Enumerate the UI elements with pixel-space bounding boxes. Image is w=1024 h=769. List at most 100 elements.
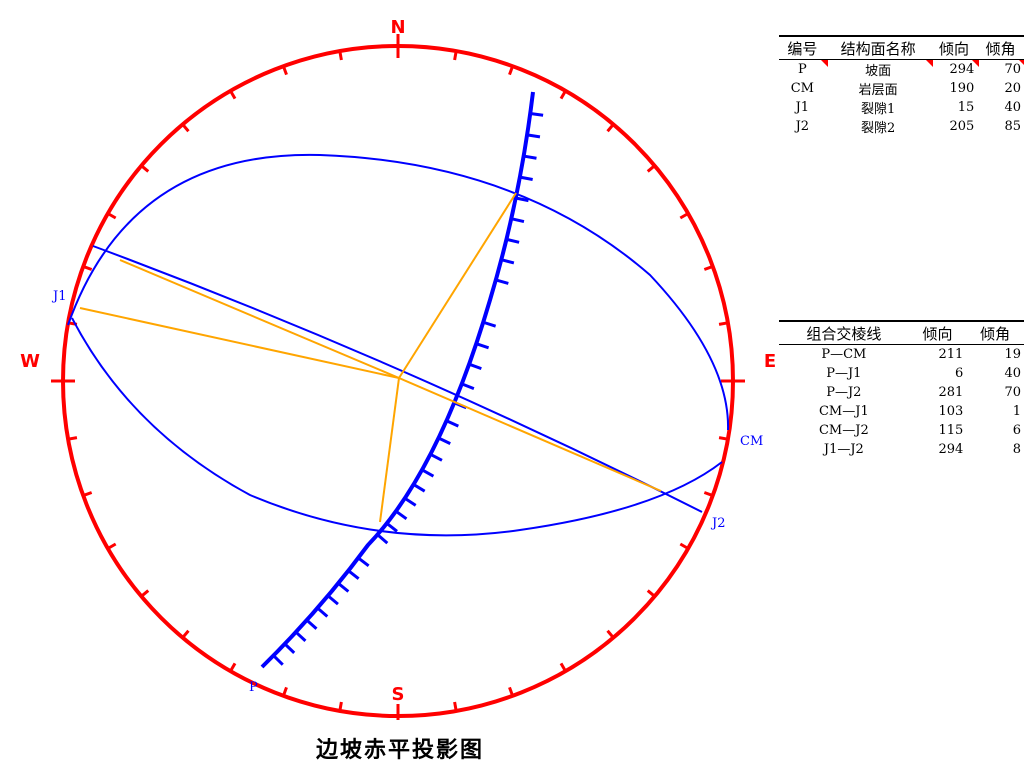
hatch-mark <box>404 496 417 507</box>
combo-trend: 294 <box>938 442 964 457</box>
label-p: P <box>249 680 258 695</box>
combo-plunge: 40 <box>1004 366 1021 381</box>
hatch-mark <box>468 362 482 371</box>
plane-dip: 85 <box>1004 119 1021 134</box>
intersections-table-header: 组合交棱线 倾向 倾角 <box>779 320 1024 345</box>
hatch-mark <box>305 619 318 630</box>
net-tick <box>82 265 93 271</box>
combo-name: P—J2 <box>826 385 862 400</box>
plane-id: J2 <box>795 119 810 134</box>
combo-plunge: 70 <box>1004 385 1021 400</box>
combo-trend: 211 <box>938 347 964 362</box>
hatch-mark <box>445 419 459 428</box>
net-tick <box>67 436 78 441</box>
combo-trend: 281 <box>938 385 964 400</box>
great-circle-p <box>260 91 535 669</box>
header-id: 编号 <box>779 35 826 60</box>
combo-name: P—J1 <box>826 366 862 381</box>
net-tick <box>229 90 237 100</box>
net-tick <box>338 50 343 61</box>
planes-table: 编号 结构面名称 倾向 倾角 P 坡面 294 70 CM 岩层面 190 20… <box>779 35 1024 136</box>
net-ticks <box>51 34 745 720</box>
plane-dip-direction: 15 <box>957 100 975 115</box>
label-j1: J1 <box>51 289 66 304</box>
combo-plunge: 8 <box>1012 442 1021 457</box>
great-circle-j1 <box>71 317 723 537</box>
table-row: J1—J2 294 8 <box>779 440 1024 459</box>
net-tick <box>453 701 458 712</box>
hatch-mark <box>510 217 525 224</box>
net-tick <box>140 164 150 173</box>
net-tick <box>338 701 343 712</box>
net-tick <box>679 212 689 220</box>
net-tick <box>606 629 615 639</box>
plane-dip: 40 <box>1004 100 1021 115</box>
header-plunge: 倾角 <box>966 320 1024 345</box>
net-tick <box>107 212 117 220</box>
hatch-mark <box>526 133 541 139</box>
net-tick <box>718 436 729 441</box>
plane-dip-direction: 294 <box>931 59 979 80</box>
hatch-mark <box>316 606 329 618</box>
intersection-lines <box>79 192 662 523</box>
net-tick <box>646 164 656 173</box>
hatch-mark <box>519 175 533 182</box>
net-tick <box>703 491 714 497</box>
net-tick <box>508 65 514 76</box>
hatch-mark <box>429 452 443 462</box>
net-tick <box>508 686 514 697</box>
hatch-mark <box>347 569 360 580</box>
table-row: CM 岩层面 190 20 <box>779 79 1024 98</box>
net-tick <box>282 65 288 76</box>
header-trend: 倾向 <box>908 320 967 345</box>
combo-name: CM—J2 <box>818 423 869 438</box>
net-tick <box>646 589 656 598</box>
table-row: CM—J1 103 1 <box>779 402 1024 421</box>
hatch-mark <box>437 436 451 445</box>
plane-dip-direction: 205 <box>949 119 975 134</box>
plane-name: 岩层面 <box>858 83 898 98</box>
hatch-mark <box>283 642 296 654</box>
north-label: N <box>390 17 405 38</box>
combo-trend: 115 <box>938 423 964 438</box>
header-combo: 组合交棱线 <box>779 320 909 345</box>
plane-name: 裂隙1 <box>861 102 896 117</box>
net-tick <box>229 662 237 672</box>
combo-plunge: 6 <box>1012 423 1021 438</box>
table-row: P—CM 211 19 <box>779 345 1024 365</box>
hatch-mark <box>421 468 435 478</box>
label-j2: J2 <box>710 516 725 531</box>
south-label: S <box>392 684 405 705</box>
plane-name: 坡面 <box>826 59 933 79</box>
plane-id: J1 <box>795 100 810 115</box>
hatch-mark <box>412 483 426 493</box>
net-tick <box>606 123 615 133</box>
planes-table-header: 编号 结构面名称 倾向 倾角 <box>779 35 1024 60</box>
hatch-mark <box>495 278 509 285</box>
hatch-mark <box>500 258 515 265</box>
hatch-mark <box>515 196 529 203</box>
table-row: P—J2 281 70 <box>779 383 1024 402</box>
plane-dip: 20 <box>1004 81 1021 96</box>
combo-name: CM—J1 <box>818 404 869 419</box>
combo-trend: 6 <box>955 366 964 381</box>
combo-trend: 103 <box>938 404 964 419</box>
figure-caption: 边坡赤平投影图 <box>315 738 484 763</box>
table-row: CM—J2 115 6 <box>779 421 1024 440</box>
net-tick <box>181 123 190 133</box>
slope-hatch-marks <box>272 112 544 666</box>
hatch-mark <box>337 582 350 593</box>
combo-plunge: 1 <box>1012 404 1021 419</box>
header-name: 结构面名称 <box>825 35 931 60</box>
plane-id: P <box>779 59 828 80</box>
combo-name: J1—J2 <box>823 442 864 457</box>
hatch-mark <box>506 237 520 244</box>
hatch-mark <box>482 320 497 328</box>
combo-name: P—CM <box>821 347 867 362</box>
west-label: W <box>20 351 40 372</box>
net-tick <box>282 686 288 697</box>
net-tick <box>679 542 689 550</box>
plane-id: CM <box>790 81 814 96</box>
combo-plunge: 19 <box>1004 347 1021 362</box>
hatch-mark <box>530 112 544 117</box>
